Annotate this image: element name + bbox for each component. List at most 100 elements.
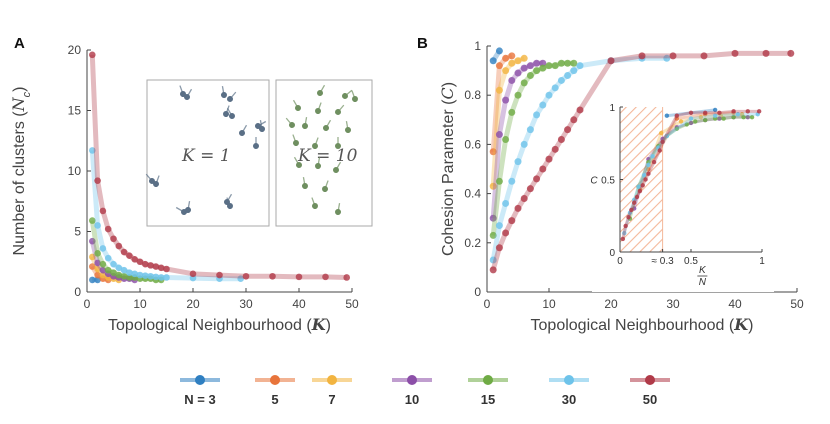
data-point	[126, 252, 133, 259]
agent-dot-icon	[302, 183, 308, 189]
data-point	[94, 222, 101, 229]
legend-item-7: 7	[312, 375, 352, 407]
agent-dot-icon	[335, 143, 341, 149]
data-point	[163, 265, 170, 273]
data-point	[495, 222, 503, 230]
agent-dot-icon	[312, 203, 318, 209]
x-tick-label: 10	[133, 297, 147, 311]
data-point	[508, 177, 516, 185]
data-point	[526, 185, 534, 193]
data-point	[115, 271, 123, 279]
data-point	[557, 76, 565, 84]
data-point	[110, 260, 117, 268]
panel-b-inset: 0 ≈ 0.3 0.5 1 0 0.5 1 KN C	[590, 99, 774, 292]
series-3	[489, 47, 503, 65]
agent-dot-icon	[342, 93, 348, 99]
data-point	[514, 91, 522, 99]
legend-swatch-dot	[195, 375, 205, 385]
data-point	[94, 249, 101, 257]
agent-icon	[335, 203, 341, 215]
agent-dot-icon	[223, 111, 229, 117]
data-point	[489, 182, 497, 190]
legend-item-3: N = 3	[180, 375, 220, 407]
y-axis-title: Number of clusters (Nc)	[9, 87, 33, 256]
data-point	[557, 135, 565, 143]
data-point	[495, 86, 503, 94]
y-tick-label: 1	[474, 39, 481, 53]
legend-swatch-dot	[645, 375, 655, 385]
inset-data-point	[756, 109, 762, 114]
x-tick-label: 50	[790, 297, 804, 311]
data-point	[237, 275, 244, 282]
data-point	[539, 64, 547, 72]
data-point	[489, 57, 497, 65]
data-point	[495, 244, 503, 252]
x-tick-label: 10	[542, 297, 556, 311]
data-point	[539, 59, 547, 67]
agent-dot-icon	[322, 186, 328, 192]
data-point	[495, 47, 503, 55]
inset-data-point	[646, 162, 651, 168]
inset-x-tick-label: 0.5	[684, 256, 698, 267]
data-point	[570, 67, 578, 75]
y-tick-label: 0.4	[464, 187, 481, 201]
data-point	[787, 49, 795, 57]
data-point	[120, 266, 128, 274]
data-point	[533, 59, 541, 67]
data-point	[514, 69, 522, 77]
data-point	[115, 264, 123, 272]
data-point	[564, 59, 572, 67]
data-point	[269, 272, 276, 280]
legend: N = 3 5 7 10 15 30 50	[180, 375, 670, 407]
inset-data-point	[684, 122, 689, 127]
data-point	[762, 49, 770, 57]
series-50	[89, 51, 351, 281]
agent-dot-icon	[239, 130, 245, 136]
legend-label: 7	[328, 392, 335, 407]
data-point	[136, 271, 144, 279]
x-tick-label: 0	[84, 297, 91, 311]
agent-icon	[335, 104, 345, 115]
legend-label: 15	[481, 392, 495, 407]
inset-data-point	[674, 126, 679, 131]
panel-a-series	[89, 51, 351, 284]
inset-data-point	[634, 194, 640, 200]
agent-icon	[292, 99, 301, 111]
inset-shaded-region	[620, 107, 663, 252]
data-point	[495, 62, 503, 70]
data-point	[322, 273, 329, 281]
agent-dot-icon	[229, 113, 235, 119]
data-point	[638, 52, 646, 60]
agent-icon	[226, 197, 233, 209]
data-point	[502, 229, 510, 237]
agent-dot-icon	[296, 162, 302, 168]
data-point	[89, 217, 96, 224]
inset-x-tick-label: 0	[617, 256, 623, 267]
inset-y-label: C	[590, 176, 598, 187]
legend-swatch-dot	[270, 375, 280, 385]
inset-data-point	[731, 114, 736, 120]
data-point	[570, 116, 578, 124]
inset-data-point	[693, 119, 698, 124]
inset-data-point	[741, 114, 746, 120]
inset-data-point	[674, 113, 679, 118]
inset-data-point	[646, 171, 651, 176]
data-point	[526, 62, 534, 70]
agent-icon	[322, 180, 329, 192]
agent-icon	[239, 124, 248, 136]
data-point	[564, 72, 572, 80]
data-point	[126, 274, 133, 281]
inset-data-point	[721, 116, 726, 121]
agent-dot-icon	[153, 181, 159, 187]
legend-item-5: 5	[255, 375, 295, 407]
inset-label-k10: K = 10	[297, 146, 358, 166]
data-point	[545, 62, 553, 70]
agent-dot-icon	[352, 96, 358, 102]
series-30	[89, 147, 244, 282]
data-point	[142, 260, 149, 268]
data-point	[89, 263, 96, 270]
data-point	[508, 217, 516, 225]
data-point	[551, 145, 559, 153]
inset-data-point	[717, 116, 722, 121]
